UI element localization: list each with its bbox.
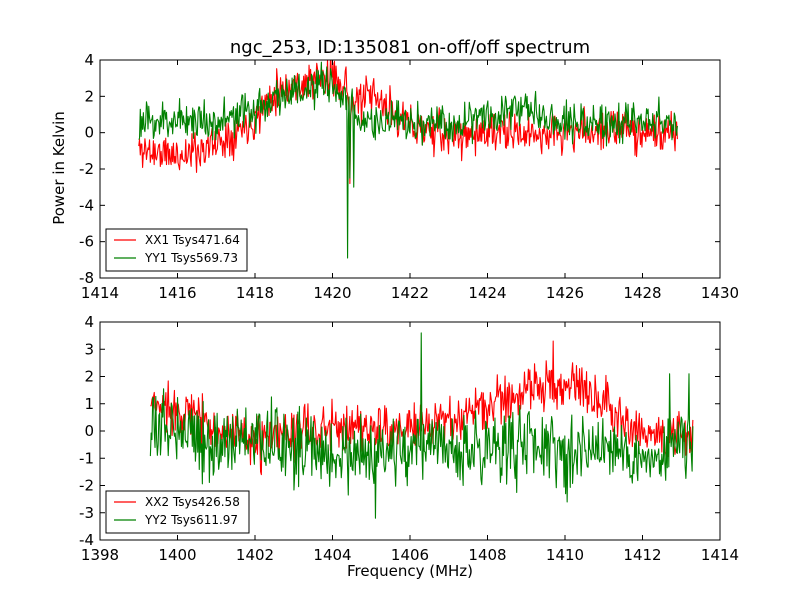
y-tick-label: 2 [84, 368, 94, 386]
y-tick-label: -2 [79, 160, 94, 178]
bottom-ticks: 1398 1400 1402 1404 1406 1408 1410 1412 1414-4-3… [79, 313, 739, 564]
x-tick-label: 1412 [623, 546, 661, 564]
bottom-x-axis-label: Frequency (MHz) [347, 562, 473, 580]
y-tick-label: -8 [79, 269, 94, 287]
top-series-group [138, 60, 678, 259]
top-ticks: 1414 1416 1418 1420 1422 1424 1426 1428 1430 -8 -6… [79, 51, 739, 302]
y-tick-label: 4 [84, 313, 94, 331]
x-tick-label: 1422 [391, 284, 429, 302]
top-chart-title: ngc_253, ID:135081 on-off/off spectrum [230, 37, 590, 58]
x-tick-label: 1398 [81, 546, 119, 564]
y-tick-label: 4 [84, 51, 94, 69]
top-legend-box [105, 228, 248, 272]
x-tick-label: 1420 [313, 284, 351, 302]
x-tick-label: 1418 [236, 284, 274, 302]
x-tick-label: 1408 [468, 546, 506, 564]
x-tick-label: 1406 [391, 546, 429, 564]
y-tick-label: 3 [84, 340, 94, 358]
x-tick-label: 1414 [701, 546, 739, 564]
bottom-series-group [149, 332, 694, 519]
bottom-legend-label-yy2: YY2 Tsys611.97 [144, 513, 238, 527]
series-line-yy1 [138, 61, 678, 259]
series-line-yy2 [149, 332, 694, 519]
top-legend: XX1 Tsys471.64 YY1 Tsys569.73 [105, 228, 248, 272]
bottom-legend: XX2 Tsys426.58 YY2 Tsys611.97 [105, 490, 250, 534]
x-tick-label: 1410 [546, 546, 584, 564]
x-tick-label: 1424 [468, 284, 506, 302]
y-tick-label: 2 [84, 87, 94, 105]
y-tick-label: -4 [79, 196, 94, 214]
top-legend-label-xx1: XX1 Tsys471.64 [145, 233, 240, 247]
y-tick-label: -3 [79, 504, 94, 522]
x-tick-label: 1426 [546, 284, 584, 302]
x-tick-label: 1400 [158, 546, 196, 564]
y-tick-label: 1 [84, 395, 94, 413]
top-subplot: ngc_253, ID:135081 on-off/off spectrum P… [50, 37, 739, 302]
y-tick-label: -2 [79, 477, 94, 495]
x-tick-label: 1402 [236, 546, 274, 564]
bottom-subplot: Frequency (MHz) 1398 1400 1402 1404 1406 1408… [79, 313, 739, 580]
x-tick-label: 1416 [158, 284, 196, 302]
y-tick-label: 0 [84, 422, 94, 440]
x-tick-label: 1428 [623, 284, 661, 302]
x-tick-label: 1404 [313, 546, 351, 564]
y-tick-label: -6 [79, 233, 94, 251]
x-tick-label: 1430 [701, 284, 739, 302]
bottom-legend-box [105, 490, 250, 534]
y-tick-label: -1 [79, 449, 94, 467]
y-tick-label: -4 [79, 531, 94, 549]
x-tick-label: 1414 [81, 284, 119, 302]
top-y-axis-label: Power in Kelvin [50, 111, 68, 225]
bottom-legend-label-xx2: XX2 Tsys426.58 [145, 495, 240, 509]
y-tick-label: 0 [84, 124, 94, 142]
top-legend-label-yy1: YY1 Tsys569.73 [144, 251, 238, 265]
